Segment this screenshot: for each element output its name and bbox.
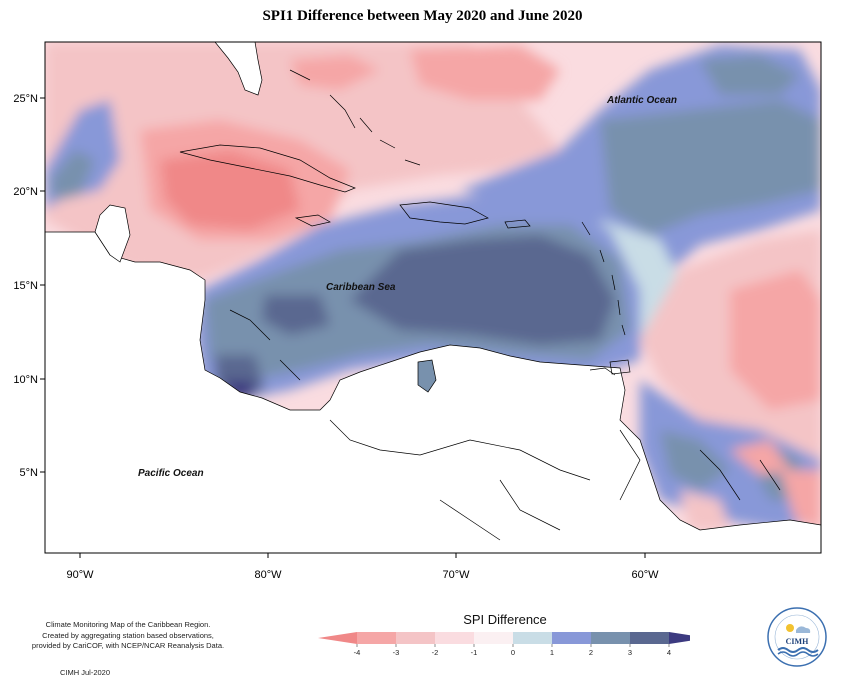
legend-swatch <box>357 632 396 644</box>
legend-swatch <box>318 632 357 644</box>
legend-tick-label: -2 <box>432 648 439 657</box>
legend-swatch <box>435 632 474 644</box>
color-legend: -4 -3 -2 -1 0 1 2 3 4 <box>318 632 690 657</box>
pacific-ocean-label: Pacific Ocean <box>138 468 204 479</box>
legend-title: SPI Difference <box>463 612 547 627</box>
footer-note-line: Created by aggregating station based obs… <box>42 630 214 640</box>
legend-ticks: -4 -3 -2 -1 0 1 2 3 4 <box>354 644 671 657</box>
lat-label-25n: 25°N <box>13 93 38 105</box>
spi-field <box>45 42 821 553</box>
map-title: SPI1 Difference between May 2020 and Jun… <box>262 8 583 24</box>
legend-tick-label: -4 <box>354 648 361 657</box>
logo-text: CIMH <box>786 637 809 646</box>
cimh-logo-icon: CIMH <box>767 607 827 667</box>
legend-swatch <box>474 632 513 644</box>
legend-tick-label: 1 <box>550 648 554 657</box>
footer-note-line: Climate Monitoring Map of the Caribbean … <box>45 620 211 629</box>
land-masses <box>45 42 821 553</box>
legend-tick-label: -3 <box>393 648 400 657</box>
map-frame <box>44 41 822 554</box>
legend-tick-label: 2 <box>589 648 593 657</box>
caribbean-sea-label: Caribbean Sea <box>326 282 396 293</box>
footer-credit: CIMH Jul-2020 <box>60 668 111 677</box>
latitude-axis <box>40 97 45 473</box>
legend-tick-label: 3 <box>628 648 632 657</box>
lon-label-80w: 80°W <box>254 569 282 581</box>
legend-swatch <box>669 632 690 644</box>
footer-notes: Climate Monitoring Map of the Caribbean … <box>8 620 248 652</box>
legend-swatches <box>318 632 690 644</box>
spi-difference-map: 25°N 20°N 15°N 10°N 5°N 90°W 80°W 70°W 6… <box>13 41 822 581</box>
lat-label-5n: 5°N <box>20 467 39 479</box>
lat-label-20n: 20°N <box>13 186 38 198</box>
lon-label-60w: 60°W <box>631 569 659 581</box>
legend-tick-label: -1 <box>471 648 478 657</box>
legend-swatch <box>396 632 435 644</box>
lon-label-70w: 70°W <box>442 569 470 581</box>
lat-label-10n: 10°N <box>13 374 38 386</box>
atlantic-ocean-label: Atlantic Ocean <box>606 95 677 106</box>
lon-label-90w: 90°W <box>66 569 94 581</box>
longitude-axis <box>79 553 646 558</box>
legend-tick-label: 4 <box>667 648 671 657</box>
legend-swatch <box>591 632 630 644</box>
legend-swatch <box>513 632 552 644</box>
legend-swatch <box>552 632 591 644</box>
lat-label-15n: 15°N <box>13 280 38 292</box>
legend-tick-label: 0 <box>511 648 515 657</box>
legend-swatch <box>630 632 669 644</box>
footer-note-line: provided by CariCOF, with NCEP/NCAR Rean… <box>31 641 225 650</box>
